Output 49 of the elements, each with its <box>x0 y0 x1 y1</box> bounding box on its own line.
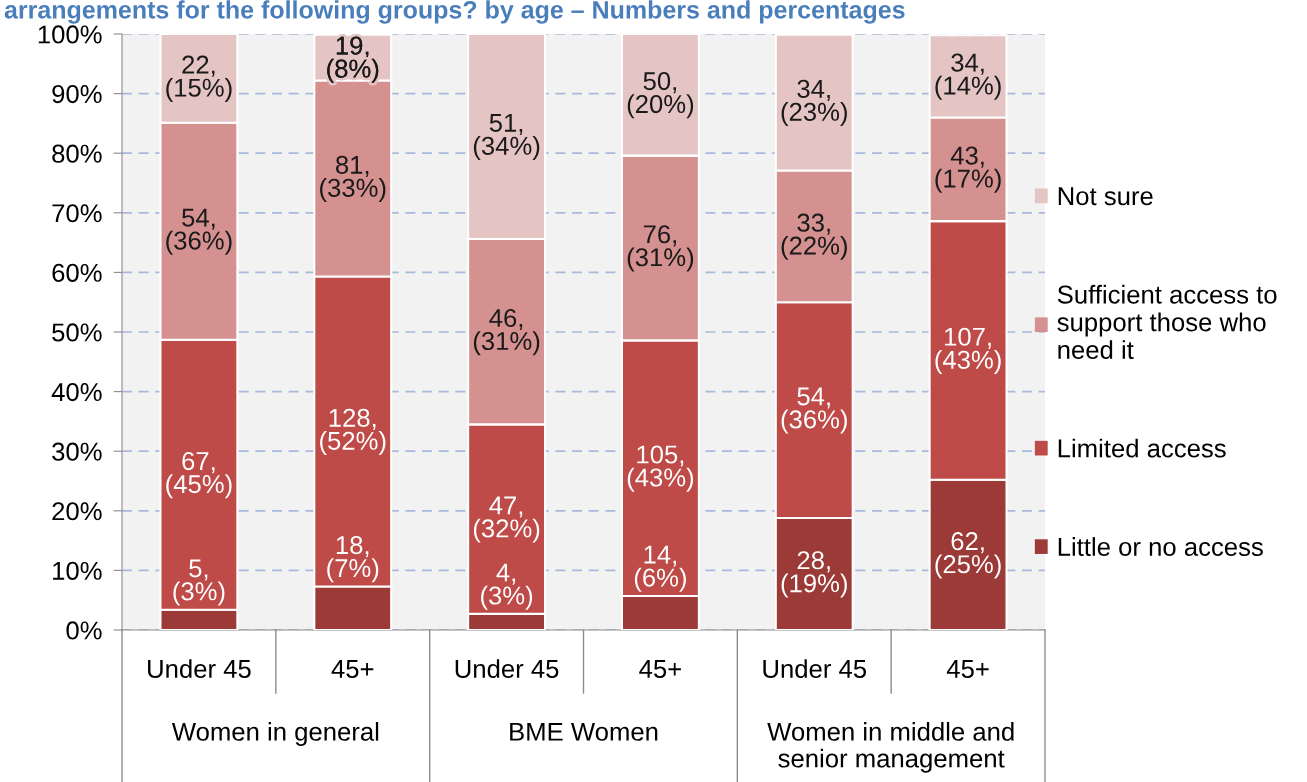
x-tick-label: 45+ <box>639 660 681 679</box>
chart-title: arrangements for the following groups? by age – Numbers and percentages <box>4 0 905 24</box>
y-tick-label: 10% <box>53 561 102 580</box>
x-tick-label: 45+ <box>331 660 374 679</box>
data-label: 50, (20%) <box>627 71 694 119</box>
y-tick-label: 100% <box>38 25 102 44</box>
data-label: 51, (34%) <box>473 113 540 160</box>
y-tick-label: 20% <box>52 502 102 521</box>
text: BME Women <box>510 722 658 741</box>
legend-label: Sufficient access to support those who need it <box>1057 284 1277 360</box>
data-label: 4, (3%) <box>481 563 533 610</box>
data-label: 105, (43%) <box>627 445 694 492</box>
text: Women in middle and senior management <box>767 722 1014 773</box>
data-label: 54, (36%) <box>781 387 847 434</box>
data-label: 14, (6%) <box>634 545 686 592</box>
data-label: 43, (17%) <box>935 146 1001 193</box>
data-label: 107, (43%) <box>935 327 1001 374</box>
y-tick-label: 60% <box>52 263 102 282</box>
data-label: 34, (14%) <box>935 53 1001 100</box>
data-label: 5, (3%) <box>173 559 225 606</box>
data-label: 76, (31%) <box>627 225 694 272</box>
y-tick-label: 90% <box>52 84 102 104</box>
data-label: 33, (22%) <box>781 213 847 260</box>
data-label: 18, (7%) <box>327 535 379 583</box>
x-tick-label: 45+ <box>946 660 989 679</box>
text: Women in general <box>171 722 379 746</box>
legend-label: Not sure <box>1058 187 1153 206</box>
y-tick-label: 70% <box>52 204 102 223</box>
data-label: 47, (32%) <box>473 496 540 543</box>
data-label: 128, (52%) <box>320 408 386 456</box>
data-label: 67, (45%) <box>166 451 232 499</box>
data-label: 22, (15%) <box>166 55 232 102</box>
data-label: 46, (31%) <box>473 308 540 356</box>
y-tick-label: 50% <box>52 323 102 342</box>
y-tick-label: 40% <box>51 382 102 402</box>
x-tick-label: Under 45 <box>455 659 559 679</box>
x-tick-label: Under 45 <box>148 659 251 679</box>
data-label: 81, (33%) <box>320 155 386 202</box>
data-label: 28, (19%) <box>781 551 847 598</box>
data-label: 54, (36%) <box>166 208 232 255</box>
y-tick-label: 80% <box>52 144 102 163</box>
legend-label: Limited access <box>1058 438 1226 458</box>
data-label: 19, (8%) <box>327 36 379 83</box>
x-tick-label: Under 45 <box>763 659 867 679</box>
data-label: 62, (25%) <box>935 532 1001 579</box>
legend-label: Little or no access <box>1058 537 1263 556</box>
y-tick-label: 0% <box>66 621 102 640</box>
data-label: 34, (23%) <box>781 79 847 127</box>
y-tick-label: 30% <box>52 442 102 461</box>
